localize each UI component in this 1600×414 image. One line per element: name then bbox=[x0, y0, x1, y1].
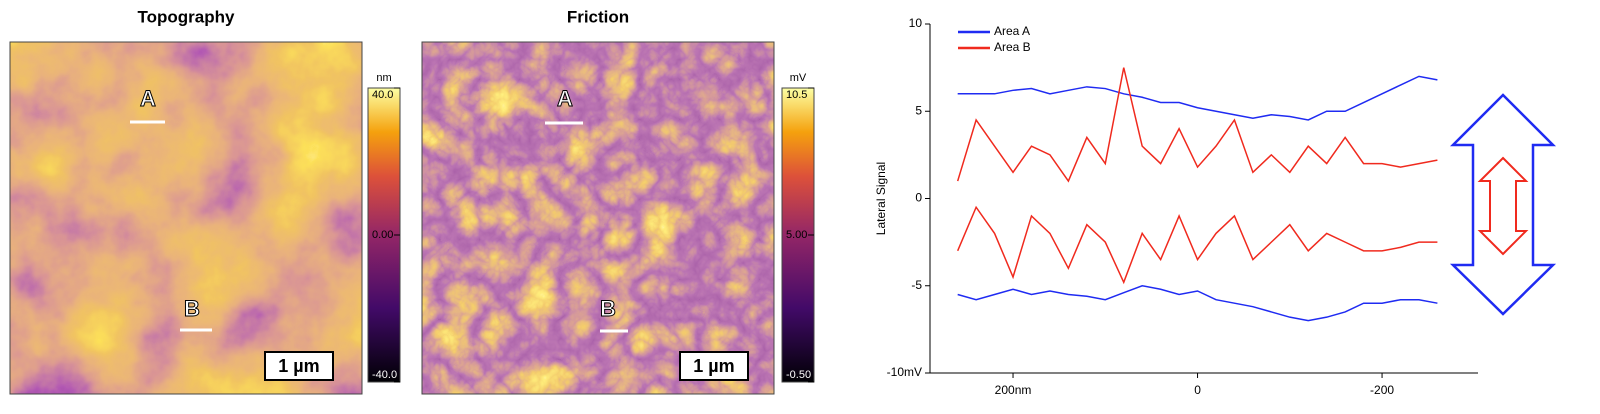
scale-bar: 1 µm bbox=[278, 356, 319, 376]
legend-label: Area B bbox=[994, 40, 1031, 54]
colorbar-tick-label: -40.0 bbox=[372, 369, 397, 381]
scale-bar-box bbox=[679, 351, 749, 381]
legend-label: Area A bbox=[994, 24, 1030, 38]
colorbar-tick-label: 0.00 bbox=[372, 229, 393, 241]
image-map bbox=[422, 42, 774, 394]
colorbar-unit: mV bbox=[790, 72, 807, 84]
x-tick-label: -200 bbox=[1370, 383, 1394, 397]
colorbar-tick-label: -0.50 bbox=[786, 369, 811, 381]
marker-label: B bbox=[600, 296, 616, 321]
series-line bbox=[956, 205, 1438, 285]
panel-title: Topography bbox=[138, 7, 235, 26]
marker-label: A bbox=[557, 86, 573, 111]
x-tick-label: 0 bbox=[1194, 383, 1201, 397]
scale-bar-box bbox=[264, 351, 334, 381]
y-tick-label: -10mV bbox=[887, 365, 922, 379]
scale-bar: 1 µm bbox=[693, 356, 734, 376]
arrows bbox=[1449, 93, 1557, 316]
image-border bbox=[9, 41, 363, 395]
colorbar-tick-label: 10.5 bbox=[786, 89, 807, 101]
marker-label: A bbox=[140, 86, 156, 111]
image-panels: Topography A B 1 µm nm 40.0 0.00 -40.0 Friction A… bbox=[9, 7, 815, 395]
y-tick-label: 10 bbox=[909, 16, 923, 30]
x-tick-label: 200nm bbox=[995, 383, 1032, 397]
y-tick-label: 5 bbox=[915, 103, 922, 117]
line-chart: 10 5 0 -5 -10mV 200nm 0 -200 Lateral Signal Area … bbox=[874, 16, 1478, 397]
y-tick-label: 0 bbox=[915, 191, 922, 205]
image-map bbox=[10, 42, 362, 394]
y-tick-label: -5 bbox=[911, 278, 922, 292]
colorbar-tick-label: 40.0 bbox=[372, 89, 393, 101]
panel-title: Friction bbox=[567, 7, 629, 26]
colorbar-tick-label: 5.00 bbox=[786, 229, 807, 241]
series-line bbox=[957, 284, 1438, 322]
series-line bbox=[957, 75, 1438, 121]
image-border bbox=[421, 41, 775, 395]
colorbar-unit: nm bbox=[376, 72, 391, 84]
marker-label: B bbox=[184, 296, 200, 321]
y-axis-label: Lateral Signal bbox=[874, 162, 888, 235]
series-line bbox=[956, 67, 1438, 183]
